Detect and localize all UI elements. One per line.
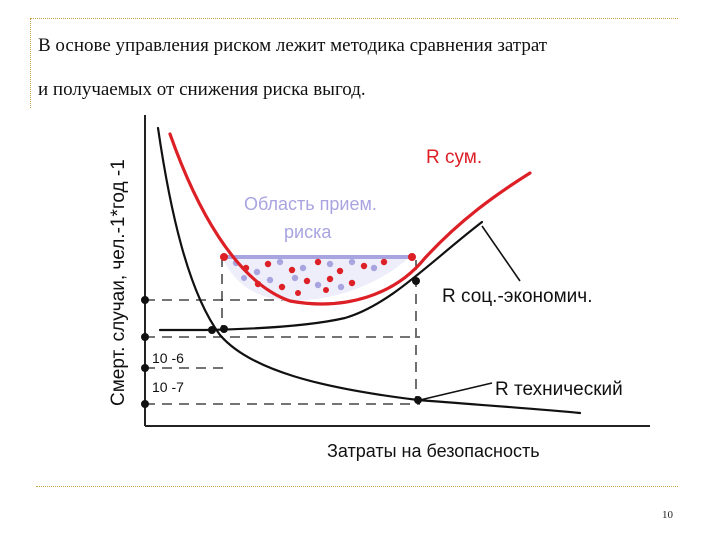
region-end-points: [220, 253, 416, 261]
region-label-line-1: Область прием.: [244, 194, 377, 214]
marker-points: [141, 277, 422, 408]
curve-total-label: R сум.: [426, 147, 482, 168]
top-rule: [30, 18, 678, 19]
curve-tech-label: R технический: [495, 379, 623, 400]
x-axis-label: Затраты на безопасность: [327, 441, 540, 461]
leader-lines: [419, 225, 521, 401]
curve-socio-label: R соц.-экономич.: [442, 286, 592, 307]
bottom-rule: [36, 486, 678, 487]
intro-line-2: и получаемых от снижения риска выгод.: [38, 79, 366, 100]
page-number: 10: [662, 509, 673, 521]
leader-line-tech: [419, 382, 493, 401]
axis-point-upper: [141, 333, 149, 341]
y-axis-label: Смерт. случаи, чел.-1*год -1: [108, 159, 129, 406]
region-endpoint-right: [408, 253, 416, 261]
axis-point-bottom: [141, 400, 149, 408]
intersection-point-left-2: [220, 325, 228, 333]
axes: [144, 115, 650, 427]
region-dots-blue: [232, 258, 378, 291]
curve-total-risk: [168, 132, 532, 306]
axis-point-lower: [141, 364, 149, 372]
tick-label-lower: 10 -7: [152, 379, 184, 395]
curve-socio-economic-risk: [158, 220, 484, 332]
acceptable-risk-region: Область прием. риска: [222, 194, 412, 301]
intersection-point-left-1: [208, 326, 216, 334]
region-label-line-2: риска: [284, 222, 332, 242]
tick-label-upper: 10 -6: [152, 350, 184, 366]
left-rule: [30, 18, 31, 108]
axis-point-top: [141, 296, 149, 304]
intersection-point-socio: [412, 277, 420, 285]
region-endpoint-left: [220, 253, 228, 261]
intersection-point-tech: [414, 396, 422, 404]
curve-technical-risk: [156, 126, 582, 415]
intro-text: В основе управления риском лежит методик…: [38, 24, 678, 112]
leader-line-socio: [481, 225, 521, 282]
intro-line-1: В основе управления риском лежит методик…: [38, 35, 548, 56]
